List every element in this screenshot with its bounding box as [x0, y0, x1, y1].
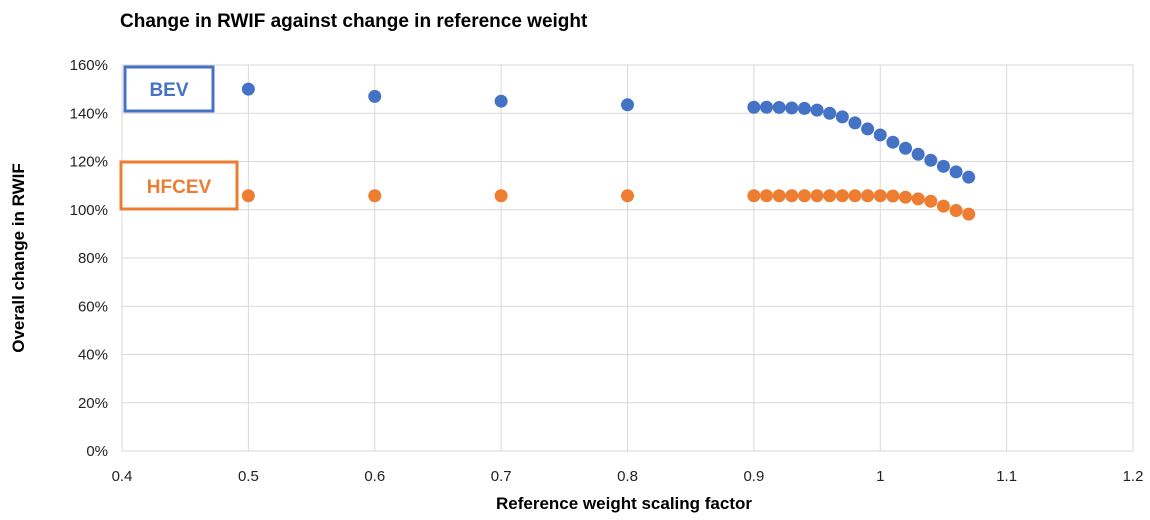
data-point	[494, 189, 508, 203]
plot-area-border	[121, 64, 1134, 452]
data-point	[936, 159, 950, 173]
data-point	[494, 94, 508, 108]
y-tick-label: 120%	[70, 154, 108, 171]
data-point	[823, 106, 837, 120]
data-point	[886, 135, 900, 149]
data-point	[621, 189, 634, 203]
x-tick-label: 0.4	[112, 468, 133, 485]
x-tick-label: 0.5	[238, 468, 259, 485]
y-tick-label: 140%	[70, 105, 108, 122]
data-point	[873, 189, 887, 203]
legend-layer: BEV HFCEV	[119, 65, 239, 211]
data-point	[861, 189, 875, 203]
y-tick-label: 20%	[78, 395, 108, 412]
x-tick-label: 1.2	[1123, 468, 1144, 485]
x-tick-label: 0.8	[617, 468, 638, 485]
y-tick-label: 40%	[78, 347, 108, 364]
data-point	[772, 100, 786, 114]
data-point	[785, 101, 799, 115]
data-point	[899, 190, 913, 204]
series-hfcev	[241, 189, 976, 221]
data-point	[772, 189, 786, 203]
data-point	[835, 189, 849, 203]
x-tick-label: 0.9	[743, 468, 764, 485]
point-layer	[241, 82, 976, 221]
y-tick-label: 80%	[78, 250, 108, 267]
data-point	[886, 189, 900, 203]
data-point	[785, 189, 799, 203]
data-point	[747, 100, 761, 114]
data-point	[241, 189, 255, 203]
data-point	[848, 189, 862, 203]
data-point	[368, 189, 382, 203]
y-tick-label: 160%	[70, 57, 108, 74]
x-tick-label: 0.6	[364, 468, 385, 485]
y-tick-label: 0%	[86, 443, 108, 460]
data-point	[962, 207, 976, 221]
data-point	[936, 199, 950, 213]
grid-layer	[121, 64, 1134, 452]
legend-item-bev: BEV	[123, 65, 215, 113]
data-point	[241, 82, 255, 96]
chart-title: Change in RWIF against change in referen…	[120, 11, 588, 32]
legend-box	[119, 160, 239, 211]
data-point	[924, 153, 938, 167]
data-point	[962, 170, 976, 184]
data-point	[810, 103, 824, 117]
data-point	[861, 122, 875, 136]
data-point	[924, 194, 938, 208]
data-point	[368, 89, 382, 103]
data-point	[797, 189, 811, 203]
tick-layer: 0% 20% 40% 60% 80% 100% 120% 140% 160% 0.4 0.5 0.6 0…	[70, 57, 1144, 485]
data-point	[823, 189, 837, 203]
legend-label: BEV	[149, 80, 188, 101]
data-point	[848, 116, 862, 130]
x-tick-label: 1	[876, 468, 884, 485]
x-tick-label: 1.1	[996, 468, 1017, 485]
legend-label: HFCEV	[147, 177, 212, 198]
y-tick-label: 100%	[70, 202, 108, 219]
data-point	[899, 141, 913, 155]
data-point	[760, 189, 774, 203]
data-point	[810, 189, 824, 203]
data-point	[911, 192, 925, 206]
series-bev	[241, 82, 976, 184]
data-point	[911, 147, 925, 161]
data-point	[873, 128, 887, 142]
data-point	[747, 189, 761, 203]
x-axis-title: Reference weight scaling factor	[496, 494, 752, 513]
data-point	[760, 100, 774, 114]
legend-item-hfcev: HFCEV	[119, 160, 239, 211]
x-tick-label: 0.7	[491, 468, 512, 485]
data-point	[621, 98, 634, 112]
data-point	[797, 101, 811, 115]
y-axis-title: Overall change in RWIF	[9, 163, 28, 353]
legend-box	[123, 65, 215, 113]
y-tick-label: 60%	[78, 298, 108, 315]
data-point	[835, 110, 849, 124]
data-point	[949, 203, 963, 217]
data-point	[949, 165, 963, 179]
